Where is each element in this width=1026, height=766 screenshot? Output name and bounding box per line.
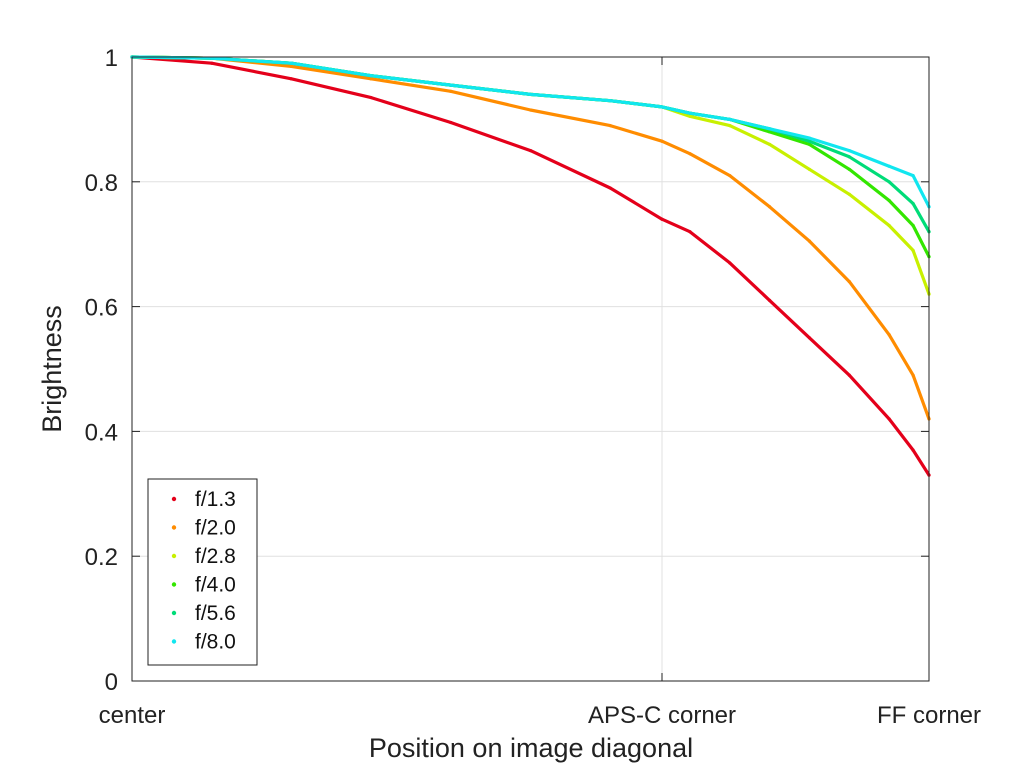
legend-label: f/1.3 bbox=[195, 488, 236, 511]
data-point bbox=[768, 127, 772, 131]
data-point bbox=[887, 223, 891, 228]
data-point bbox=[807, 136, 812, 140]
x-tick-label: APS-C corner bbox=[588, 702, 736, 729]
y-tick-label: 0.8 bbox=[85, 170, 118, 197]
legend-label: f/4.0 bbox=[195, 574, 236, 597]
data-point bbox=[528, 149, 533, 153]
data-point bbox=[911, 223, 915, 228]
series-f-8-0 bbox=[130, 55, 931, 209]
legend: f/1.3 f/2.0 f/2.8 f/4.0 f/5.6 f/8.0 bbox=[147, 478, 258, 666]
tick-layer: 0 0.2 0.4 0.6 0.8 1 center APS-C corner FF corne… bbox=[85, 45, 981, 729]
grid-layer bbox=[132, 57, 929, 681]
series-f-2-0 bbox=[130, 55, 931, 421]
legend-label: f/2.8 bbox=[195, 545, 236, 568]
data-point bbox=[847, 155, 851, 159]
data-point bbox=[449, 89, 453, 93]
data-point bbox=[847, 192, 851, 196]
data-point bbox=[289, 61, 293, 65]
data-point bbox=[728, 117, 732, 121]
y-tick-label: 1 bbox=[105, 45, 118, 72]
data-point bbox=[369, 77, 373, 81]
x-tick-label: center bbox=[99, 702, 166, 729]
legend-marker bbox=[171, 525, 177, 530]
data-point bbox=[807, 139, 812, 143]
legend-marker bbox=[171, 582, 177, 587]
data-point bbox=[847, 280, 851, 284]
data-point bbox=[847, 373, 851, 377]
legend-label: f/2.0 bbox=[195, 517, 236, 540]
data-point bbox=[688, 114, 692, 118]
data-point bbox=[911, 202, 915, 206]
data-point bbox=[807, 239, 812, 243]
legend-box bbox=[147, 478, 258, 666]
legend-marker bbox=[171, 610, 177, 616]
data-point bbox=[911, 248, 915, 253]
data-point bbox=[768, 205, 772, 209]
data-point bbox=[688, 111, 692, 115]
data-point bbox=[887, 180, 891, 184]
series-f-1-3 bbox=[130, 55, 931, 477]
data-point bbox=[911, 373, 915, 377]
legend-label: f/8.0 bbox=[195, 631, 236, 654]
y-tick-label: 0.6 bbox=[85, 295, 118, 322]
data-point bbox=[911, 173, 915, 178]
data-point bbox=[807, 167, 812, 171]
data-point bbox=[608, 124, 612, 128]
data-point bbox=[728, 124, 732, 128]
legend-marker bbox=[171, 496, 177, 502]
y-tick-label: 0.2 bbox=[85, 544, 118, 571]
series-layer bbox=[130, 55, 931, 477]
data-point bbox=[210, 61, 214, 65]
y-tick-label: 0 bbox=[105, 669, 118, 696]
data-point bbox=[660, 105, 664, 109]
series-f-2-8 bbox=[130, 55, 931, 296]
data-point bbox=[449, 83, 453, 87]
data-point bbox=[369, 95, 373, 100]
x-axis-label: Position on image diagonal bbox=[369, 733, 693, 763]
data-point bbox=[847, 167, 851, 171]
series-f-4-0 bbox=[130, 55, 931, 259]
data-point bbox=[608, 99, 612, 103]
x-tick-label: FF corner bbox=[877, 702, 981, 729]
data-point bbox=[528, 92, 533, 97]
data-point bbox=[807, 142, 812, 146]
data-point bbox=[688, 152, 692, 156]
data-point bbox=[528, 108, 533, 112]
data-point bbox=[660, 217, 664, 221]
y-axis-label: Brightness bbox=[37, 305, 67, 433]
data-point bbox=[608, 186, 612, 190]
data-point bbox=[911, 448, 915, 452]
data-point bbox=[887, 333, 891, 337]
data-point bbox=[728, 173, 732, 178]
data-point bbox=[887, 417, 891, 421]
data-point bbox=[768, 298, 772, 302]
y-tick-label: 0.4 bbox=[85, 419, 118, 446]
data-point bbox=[768, 142, 772, 146]
data-point bbox=[847, 149, 851, 153]
data-point bbox=[807, 336, 812, 340]
legend-label: f/5.6 bbox=[195, 602, 236, 625]
data-point bbox=[887, 164, 891, 168]
data-point bbox=[369, 74, 373, 78]
legend-marker bbox=[171, 553, 177, 559]
data-point bbox=[728, 261, 732, 265]
data-point bbox=[688, 230, 692, 234]
data-point bbox=[768, 130, 772, 134]
data-point bbox=[887, 198, 891, 203]
legend-marker bbox=[171, 639, 177, 644]
data-point bbox=[660, 139, 664, 143]
data-point bbox=[449, 120, 453, 125]
data-point bbox=[289, 64, 293, 68]
data-point bbox=[289, 77, 293, 81]
plot-frame bbox=[131, 56, 930, 682]
